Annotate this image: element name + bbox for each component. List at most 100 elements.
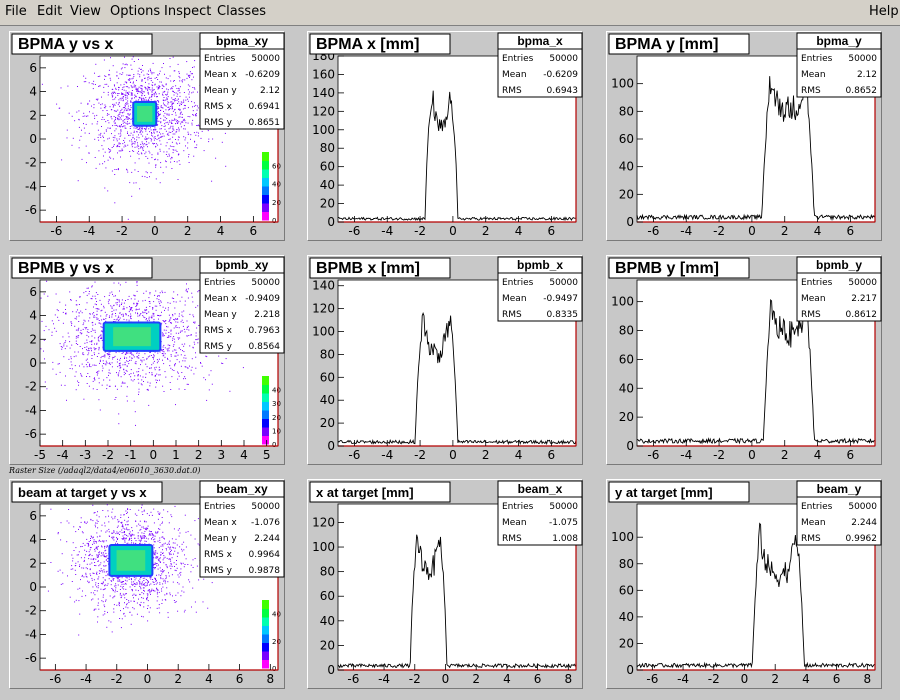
scatter-point	[165, 145, 167, 147]
scatter-point	[92, 112, 94, 114]
scatter-point	[110, 305, 112, 307]
scatter-point	[125, 63, 127, 65]
scatter-point	[176, 359, 178, 361]
scatter-point	[158, 559, 160, 561]
scatter-point	[129, 74, 131, 76]
menu-options[interactable]: Options	[110, 4, 161, 19]
scatter-point	[76, 111, 78, 113]
scatter-point	[169, 302, 171, 304]
scatter-point	[126, 307, 128, 309]
scatter-point	[138, 148, 140, 150]
scatter-point	[107, 510, 109, 512]
scatter-point	[178, 71, 180, 73]
scatter-point	[148, 581, 149, 583]
scatter-point	[107, 611, 108, 613]
menu-help[interactable]: Help	[869, 4, 899, 19]
scatter-point	[104, 161, 106, 163]
scatter-point	[143, 509, 145, 511]
scatter-point	[87, 580, 89, 582]
x-tick-label: 4	[515, 224, 523, 238]
scatter-point	[153, 547, 155, 549]
y-tick-label: -4	[25, 403, 37, 417]
scatter-point	[110, 621, 112, 623]
scatter-point	[165, 154, 167, 155]
pad-bpma_x[interactable]: -6 -4 -2 0 2 4 6 0 20 40 60 80 100 120 140 160 180 BPMA x…	[307, 31, 583, 241]
scatter-point	[126, 92, 128, 93]
scatter-point	[121, 581, 122, 583]
scatter-point	[162, 94, 164, 96]
pad-beam_y[interactable]: -6 -4 -2 0 2 4 6 8 0 20 40 60 80 100 y at target [mm] b…	[606, 479, 882, 689]
scatter-point	[113, 319, 115, 320]
scatter-point	[95, 298, 97, 300]
scatter-point	[171, 557, 173, 559]
x-tick-label: -2	[713, 448, 725, 462]
pad-beam_xy[interactable]: 0 20 40 -6 -4 -2 0 2 4 6 8 -6 -4 -2 0 2 4 6 beam at target…	[9, 479, 285, 689]
scatter-point	[156, 591, 158, 593]
scatter-point	[182, 101, 184, 103]
scatter-point	[111, 314, 113, 316]
scatter-point	[144, 353, 146, 355]
scatter-point	[144, 530, 146, 532]
menu-inspect[interactable]: Inspect	[164, 4, 212, 19]
scatter-point	[145, 171, 147, 173]
scatter-point	[187, 89, 189, 91]
scatter-point	[144, 310, 146, 312]
scatter-point	[159, 582, 161, 584]
menu-file[interactable]: File	[5, 4, 27, 19]
scatter-point	[138, 357, 140, 359]
stats-box	[796, 256, 882, 322]
scatter-point	[95, 348, 97, 350]
menu-classes[interactable]: Classes	[217, 4, 266, 19]
scatter-point	[183, 378, 184, 380]
scatter-point	[149, 292, 151, 293]
scatter-point	[143, 99, 145, 101]
scatter-point	[90, 575, 92, 577]
menu-edit[interactable]: Edit	[37, 4, 63, 19]
scatter-point	[86, 576, 88, 578]
scatter-point	[178, 327, 180, 329]
pad-beam_x[interactable]: -6 -4 -2 0 2 4 6 8 0 20 40 60 80 100 120 x at target [m…	[307, 479, 583, 689]
scatter-point	[57, 363, 59, 365]
scatter-point	[173, 291, 175, 293]
menu-view[interactable]: View	[70, 4, 101, 19]
pad-bpma_y[interactable]: -6 -4 -2 0 2 4 6 0 20 40 60 80 100 BPMA y [mm] bpma_y E…	[606, 31, 882, 241]
scatter-point	[157, 124, 159, 126]
scatter-point	[141, 94, 143, 96]
scatter-point	[185, 122, 187, 124]
scatter-point	[148, 88, 150, 90]
scatter-point	[168, 314, 170, 316]
scatter-point	[129, 74, 131, 76]
scatter-point	[70, 361, 72, 363]
pad-bpma_xy[interactable]: 0 20 40 60 -6 -4 -2 0 2 4 6 -6 -4 -2 0 2 4 6 BPMA y vs x bp…	[9, 31, 285, 241]
scatter-point	[170, 106, 172, 107]
root-canvas[interactable]: 0 20 40 60 -6 -4 -2 0 2 4 6 -6 -4 -2 0 2 4 6 BPMA y vs x bp…	[0, 26, 900, 700]
scatter-point	[183, 99, 185, 101]
scatter-point	[149, 577, 151, 579]
scatter-point	[101, 145, 103, 147]
pad-bpmb_xy[interactable]: 0 10 20 30 40 -5 -4 -3 -2 -1 0 1 2 3 4 5 -6 -4 -2 0 2 4 6 BPMB …	[9, 255, 285, 465]
scatter-point	[159, 128, 161, 130]
scatter-point	[178, 128, 180, 130]
scatter-point	[176, 567, 178, 569]
scatter-point	[118, 413, 120, 415]
scatter-point	[126, 527, 128, 529]
scatter-point	[181, 372, 183, 373]
scatter-point	[154, 553, 156, 555]
scatter-point	[78, 634, 80, 636]
scatter-point	[123, 125, 125, 127]
scatter-point	[141, 98, 143, 100]
scatter-point	[181, 116, 183, 118]
scatter-point	[151, 138, 153, 140]
pad-bpmb_x[interactable]: -6 -4 -2 0 2 4 6 0 20 40 60 80 100 120 140 BPMB x [mm] b…	[307, 255, 583, 465]
scatter-point	[162, 531, 164, 533]
pad-bpmb_y[interactable]: -6 -4 -2 0 2 4 6 0 20 40 60 80 100 BPMB y [mm] bpmb_y E…	[606, 255, 882, 465]
scatter-point	[94, 565, 96, 566]
scatter-point	[56, 103, 58, 105]
scatter-point	[103, 565, 105, 567]
scatter-point	[82, 328, 84, 330]
scatter-point	[46, 280, 48, 282]
scatter-point	[96, 310, 98, 312]
scatter-point	[169, 127, 171, 129]
scatter-point	[115, 89, 117, 90]
scatter-point	[176, 129, 178, 131]
